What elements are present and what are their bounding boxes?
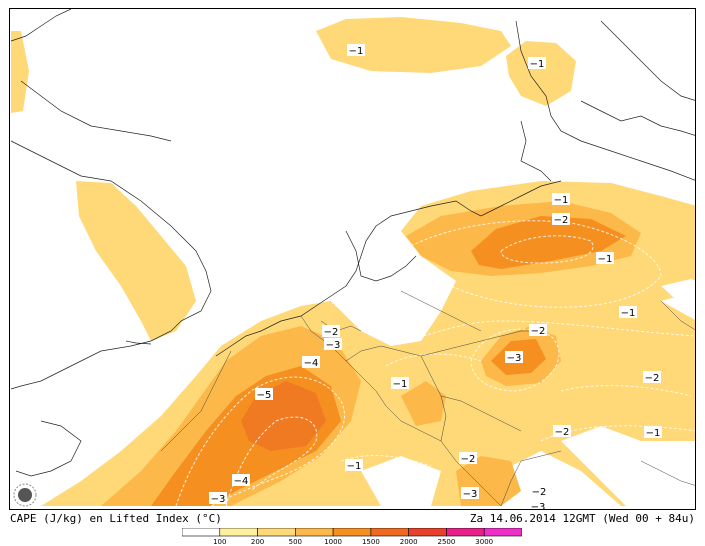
colorbar-swatch xyxy=(370,528,409,537)
colorbar-swatch xyxy=(408,528,447,537)
lifted-index-label: −2 xyxy=(552,213,570,226)
lifted-index-value: −5 xyxy=(257,390,272,401)
colorbar-tick-label: 1000 xyxy=(324,538,342,546)
lifted-index-label: −2 xyxy=(529,324,547,337)
lifted-index-value: −1 xyxy=(598,254,613,265)
colorbar-swatch xyxy=(182,528,221,537)
lifted-index-label: −1 xyxy=(552,193,570,206)
lifted-index-value: −3 xyxy=(211,494,226,505)
lifted-index-value: −2 xyxy=(461,454,476,465)
valid-time: Za 14.06.2014 12GMT (Wed 00 + 84u) xyxy=(469,512,695,525)
colorbar-tick-label: 1500 xyxy=(362,538,380,546)
lifted-index-value: −2 xyxy=(532,487,547,498)
lifted-index-value: −1 xyxy=(554,195,569,206)
lifted-index-label: −4 xyxy=(232,474,250,487)
lifted-index-labels: −1 −1 −1 −2 −1 −1 −2 −3 −2 −3 −4 −5 −1 −2 −1 −2 −1 −4 −3 −2… xyxy=(209,44,662,510)
lifted-index-value: −4 xyxy=(304,358,319,369)
lifted-index-value: −2 xyxy=(531,326,546,337)
lifted-index-label: −1 xyxy=(596,252,614,265)
sun-logo-icon xyxy=(13,483,37,507)
colorbar-tick-label: 2000 xyxy=(400,538,418,546)
lifted-index-value: −3 xyxy=(531,502,546,510)
lifted-index-label: −3 xyxy=(505,351,523,364)
lifted-index-value: −3 xyxy=(326,340,341,351)
lifted-index-label: −2 xyxy=(322,325,340,338)
lifted-index-label: −5 xyxy=(255,388,273,401)
colorbar-tick-label: 500 xyxy=(289,538,302,546)
colorbar-swatch xyxy=(219,528,258,537)
lifted-index-label: −2 xyxy=(459,452,477,465)
map-panel: −1 −1 −1 −2 −1 −1 −2 −3 −2 −3 −4 −5 −1 −2 −1 −2 −1 −4 −3 −2… xyxy=(9,8,696,510)
lifted-index-value: −3 xyxy=(507,353,522,364)
colorbar-tick-label: 100 xyxy=(213,538,226,546)
lifted-index-label: −1 xyxy=(528,57,546,70)
colorbar-tick-label: 200 xyxy=(251,538,264,546)
lifted-index-label: −3 xyxy=(209,492,227,505)
lifted-index-contours xyxy=(175,220,695,507)
lifted-index-value: −4 xyxy=(234,476,249,487)
lifted-index-label: −2 xyxy=(643,371,661,384)
lifted-index-label: −1 xyxy=(619,306,637,319)
lifted-index-value: −1 xyxy=(621,308,636,319)
colorbar-tick-label: 2500 xyxy=(438,538,456,546)
colorbar-swatches xyxy=(182,528,522,537)
lifted-index-label: −1 xyxy=(644,426,662,439)
coastlines xyxy=(10,9,695,477)
colorbar-swatch xyxy=(257,528,296,537)
lifted-index-label: −2 xyxy=(530,485,548,498)
colorbar-tick-label: 3000 xyxy=(475,538,493,546)
lifted-index-label: −1 xyxy=(391,377,409,390)
colorbar-swatch xyxy=(295,528,334,537)
lifted-index-value: −3 xyxy=(463,489,478,500)
variable-title: CAPE (J/kg) en Lifted Index (°C) xyxy=(10,512,222,525)
lifted-index-value: −2 xyxy=(645,373,660,384)
lifted-index-value: −2 xyxy=(555,427,570,438)
colorbar-ticks: 100 200 500 1000 1500 2000 2500 3000 xyxy=(213,538,493,546)
colorbar-swatch xyxy=(483,528,522,537)
lifted-index-value: −1 xyxy=(349,46,364,57)
lifted-index-value: −1 xyxy=(347,461,362,472)
colorbar-swatch xyxy=(332,528,372,537)
lifted-index-value: −1 xyxy=(646,428,661,439)
cape-colorbar: 100 200 500 1000 1500 2000 2500 3000 xyxy=(182,528,522,546)
cape-map: −1 −1 −1 −2 −1 −1 −2 −3 −2 −3 −4 −5 −1 −2 −1 −2 −1 −4 −3 −2… xyxy=(10,9,695,510)
lifted-index-label: −3 xyxy=(324,338,342,351)
lifted-index-label: −4 xyxy=(302,356,320,369)
lifted-index-value: −1 xyxy=(530,59,545,70)
lifted-index-label: −2 xyxy=(553,425,571,438)
lifted-index-label: −1 xyxy=(345,459,363,472)
colorbar-swatch xyxy=(446,528,485,537)
lifted-index-label: −3 xyxy=(461,487,479,500)
cape-gaps xyxy=(361,279,695,506)
lifted-index-value: −1 xyxy=(393,379,408,390)
lifted-index-label: −1 xyxy=(347,44,365,57)
lifted-index-value: −2 xyxy=(324,327,339,338)
lifted-index-value: −2 xyxy=(554,215,569,226)
lifted-index-label: −3 xyxy=(529,500,547,510)
